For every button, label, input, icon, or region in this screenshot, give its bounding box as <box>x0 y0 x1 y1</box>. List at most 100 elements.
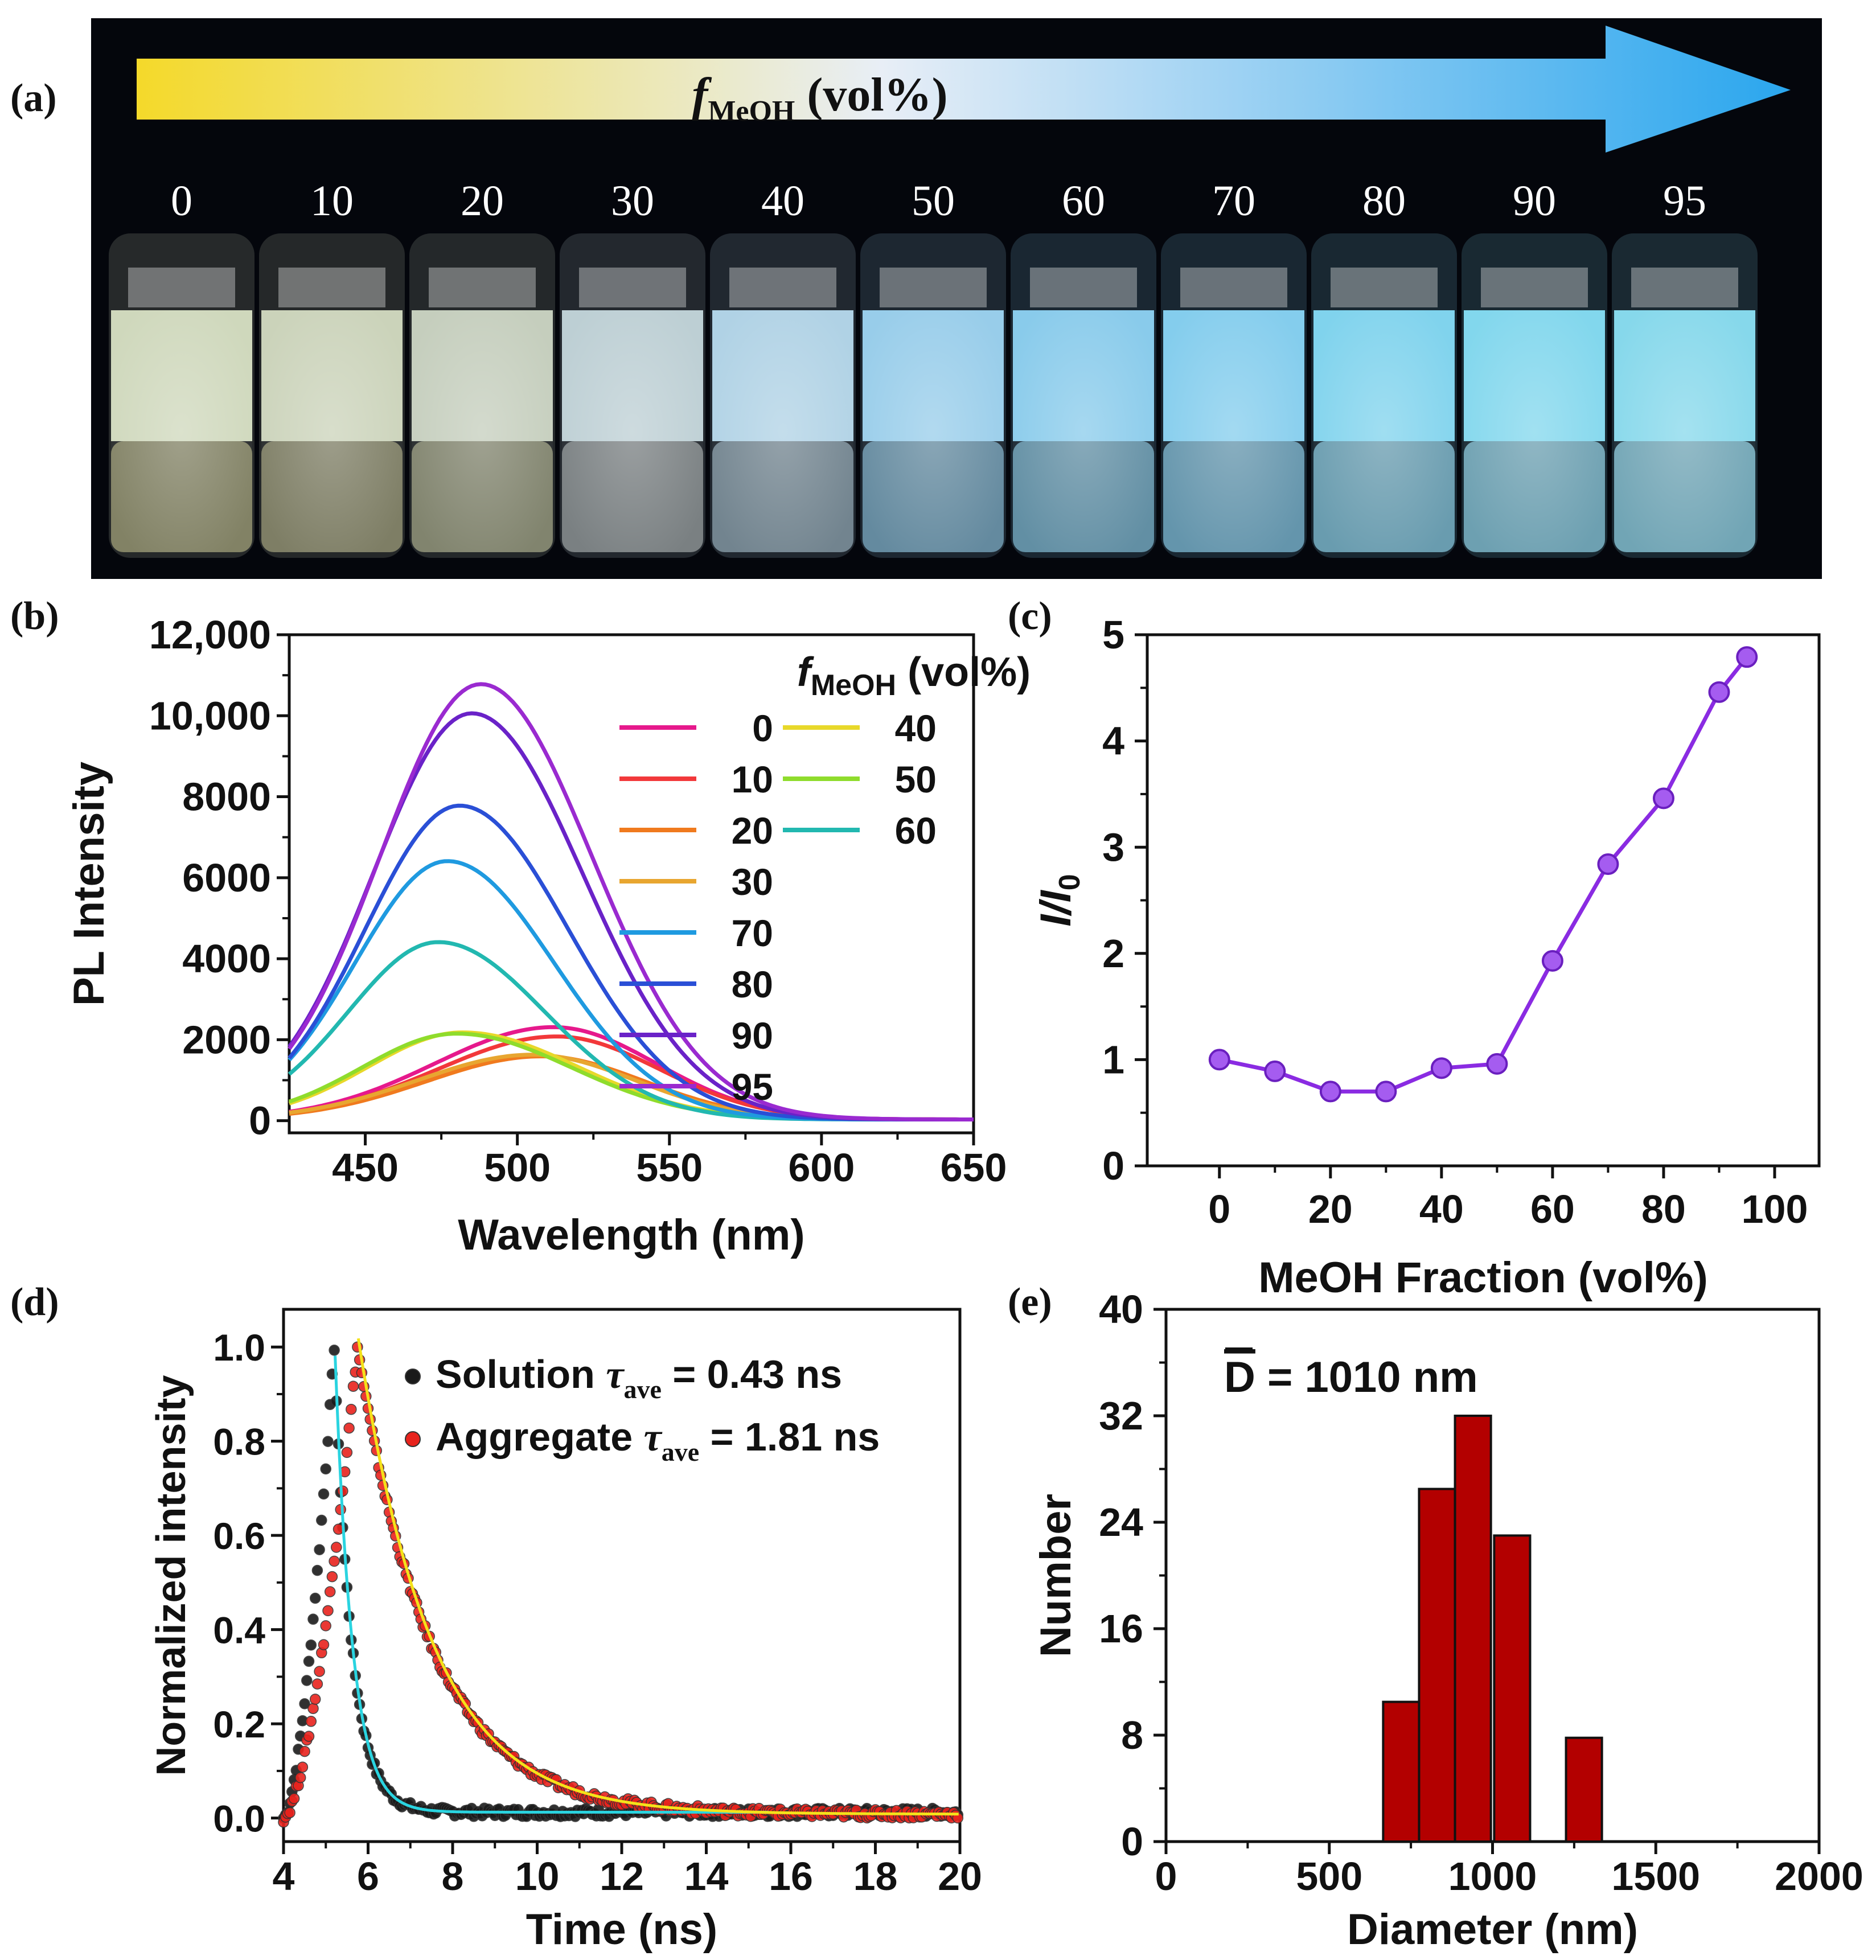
panel-label-b: (b) <box>10 594 59 638</box>
decay-fit-line <box>334 1355 769 1814</box>
y-tick-label: 10,000 <box>149 693 271 738</box>
vial-label: 10 <box>310 177 354 225</box>
x-tick-label: 12 <box>600 1854 644 1899</box>
legend-label-70: 70 <box>732 912 773 954</box>
decay-point <box>326 1571 338 1583</box>
vial-glow <box>1013 310 1154 552</box>
mean-diameter-symbol: D <box>1224 1353 1255 1402</box>
vial-glow <box>863 310 1004 552</box>
x-tick-label: 10 <box>515 1854 560 1899</box>
legend-label-95: 95 <box>732 1066 773 1108</box>
x-tick-label: 0 <box>1155 1854 1177 1899</box>
vial: 40 <box>710 177 856 558</box>
decay-point <box>322 1605 334 1617</box>
x-tick-label: 16 <box>769 1854 813 1899</box>
decay-fit-line <box>356 1338 959 1816</box>
decay-point <box>305 1716 317 1727</box>
x-axis-label: Diameter (nm) <box>1347 1905 1638 1954</box>
legend-label-sub: ave <box>623 1375 661 1404</box>
ratio-point <box>1597 853 1619 876</box>
panel-label-a: (a) <box>10 76 57 120</box>
vial-label: 60 <box>1062 177 1105 225</box>
vial-glow <box>261 310 403 552</box>
histogram-bar <box>1565 1736 1603 1843</box>
ratio-point <box>1736 646 1758 668</box>
decay-point <box>297 1761 309 1773</box>
ratio-point <box>1652 787 1674 810</box>
ratio-point <box>1430 1057 1452 1079</box>
vial-label: 90 <box>1513 177 1556 225</box>
vial-neck-highlight <box>880 268 987 307</box>
legend-label-rest: = 0.43 ns <box>662 1352 842 1396</box>
plot-frame <box>288 633 975 1135</box>
x-tick-label: 1500 <box>1611 1854 1700 1899</box>
decay-point <box>324 1586 336 1597</box>
x-tick-label: 2000 <box>1775 1854 1863 1899</box>
vial-glow <box>562 310 703 552</box>
legend-marker <box>405 1431 421 1447</box>
decay-point <box>341 1447 353 1458</box>
plot-frame <box>1146 633 1821 1168</box>
vial: 30 <box>560 177 705 558</box>
decay-point <box>311 1678 323 1690</box>
x-axis-label: Wavelength (nm) <box>458 1211 804 1259</box>
pl-curve-95 <box>288 682 974 1121</box>
y-tick-label: 0 <box>1121 1819 1143 1864</box>
y-tick-label: 1.0 <box>213 1326 265 1369</box>
decay-point <box>318 1639 330 1650</box>
vial-label: 70 <box>1212 177 1255 225</box>
y-axis-label: Number <box>1032 1494 1080 1657</box>
y-tick-label: 4 <box>1102 719 1124 763</box>
y-tick-label: 2000 <box>182 1017 271 1062</box>
decay-point <box>329 1345 340 1356</box>
x-tick-label: 40 <box>1419 1187 1464 1231</box>
decay-point <box>303 1731 315 1742</box>
y-tick-label: 24 <box>1099 1500 1143 1544</box>
legend-label-main: Solution <box>436 1352 606 1396</box>
legend-label: Aggregate τave = 1.81 ns <box>436 1415 880 1466</box>
legend-marker <box>405 1369 421 1384</box>
y-tick-label: 8000 <box>182 775 271 819</box>
mean-diameter-annotation: D = 1010 nm <box>1224 1353 1478 1402</box>
decay-point <box>343 1422 355 1434</box>
decay-point <box>329 1555 340 1567</box>
y-axis-label: PL Intensity <box>65 762 113 1006</box>
y-tick-label: 6000 <box>182 856 271 900</box>
panel-c-intensity-ratio: 0 20 40 60 80 100 0 1 2 3 4 5 MeOH Fraction (vol%) I/… <box>1032 613 1821 1302</box>
vial: 20 <box>409 177 555 558</box>
y-tick-label: 2 <box>1102 931 1124 976</box>
x-tick-label: 60 <box>1530 1187 1575 1231</box>
decay-point <box>311 1564 323 1576</box>
legend-title: fMeOH (vol%) <box>797 650 1031 702</box>
decay-point <box>309 1592 321 1604</box>
legend-label-40: 40 <box>895 707 937 749</box>
legend-label-0: 0 <box>752 707 773 749</box>
vial: 80 <box>1311 177 1457 558</box>
ratio-point <box>1319 1080 1341 1103</box>
decay-point <box>284 1807 295 1818</box>
histogram-bar <box>1454 1415 1492 1843</box>
y-tick-label: 8 <box>1121 1713 1143 1757</box>
decay-point <box>347 1380 359 1392</box>
vial: 70 <box>1161 177 1307 558</box>
legend-label-sub: ave <box>662 1437 699 1466</box>
y-tick-label: 1 <box>1102 1037 1124 1082</box>
panel-b-pl-spectra: 450 500 550 600 6500200040006000800010,00012… <box>65 613 1031 1259</box>
y-tick-label: 16 <box>1099 1606 1143 1651</box>
histogram-bar <box>1382 1700 1421 1843</box>
x-tick-label: 18 <box>853 1854 898 1899</box>
y-tick-label: 0.4 <box>213 1609 265 1651</box>
x-tick-label: 550 <box>636 1145 703 1190</box>
y-tick-label: 4000 <box>182 936 271 981</box>
vial-label: 50 <box>912 177 955 225</box>
x-axis-label: Time (ns) <box>526 1905 717 1954</box>
legend-label-30: 30 <box>732 861 773 903</box>
x-axis-label: MeOH Fraction (vol%) <box>1258 1254 1708 1302</box>
vial-glow <box>1614 310 1755 552</box>
pl-curve-0 <box>289 1025 974 1121</box>
y-axis-label-sub: 0 <box>1053 874 1086 890</box>
vial-neck-highlight <box>1631 268 1738 307</box>
legend-label-20: 20 <box>732 810 773 852</box>
vial: 0 <box>109 177 254 558</box>
x-tick-label: 8 <box>442 1854 464 1899</box>
